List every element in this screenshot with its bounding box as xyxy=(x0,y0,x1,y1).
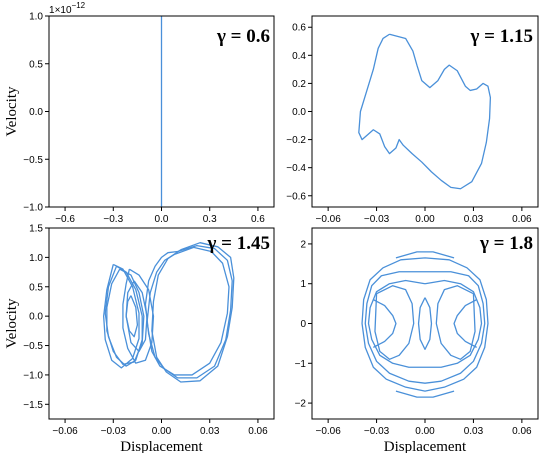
x-tick-label: 0.3 xyxy=(203,214,217,225)
y-tick-label: −0.2 xyxy=(286,135,306,146)
chart-panel-4: −0.06 −0.03 0.00 0.03 0.06 −2 −1 0 1 2 γ = 1.8 Disp… xyxy=(295,227,539,453)
x-axis-label: Displacement xyxy=(384,439,467,453)
trajectory-line-5 xyxy=(374,285,415,360)
x-axis-label: Displacement xyxy=(120,439,203,453)
y-tick-label: 0.0 xyxy=(29,107,43,118)
y-tick-label: 0.5 xyxy=(29,282,43,293)
y-tick-label: −2 xyxy=(295,399,307,410)
x-tick-label: −0.06 xyxy=(315,214,341,225)
series-group xyxy=(102,242,235,383)
y-tick-label: 1.0 xyxy=(29,12,43,23)
x-tick-label: 0.03 xyxy=(200,426,220,437)
axes-frame xyxy=(311,227,539,420)
y-tick-label: 0.2 xyxy=(292,79,306,90)
x-tick-label: 0.03 xyxy=(464,426,484,437)
panel-title: γ = 1.8 xyxy=(479,233,533,254)
y-tick-label: 0.0 xyxy=(29,312,43,323)
trajectory-line-7 xyxy=(435,285,476,360)
panel-title: γ = 1.15 xyxy=(470,26,533,47)
y-tick-label: −0.6 xyxy=(286,191,306,202)
y-tick-label: 1.0 xyxy=(29,253,43,264)
x-tick-label: −0.03 xyxy=(364,426,390,437)
trajectory-line-3 xyxy=(367,279,483,368)
x-tick-label: 0.0 xyxy=(155,214,169,225)
x-tick-label: −0.03 xyxy=(364,214,390,225)
y-tick-label: 0.5 xyxy=(29,59,43,70)
trajectory-line-9 xyxy=(125,295,139,338)
panel-title: γ = 1.45 xyxy=(207,233,270,254)
trajectory-line-3 xyxy=(151,242,235,383)
trajectory-line-4 xyxy=(373,299,397,348)
y-axis-label: Velocity xyxy=(4,298,20,348)
trajectory-line-2 xyxy=(364,271,486,384)
y-tick-label: 0.4 xyxy=(292,51,306,62)
y-tick-label: 1.5 xyxy=(29,224,43,235)
x-tick-label: 0.06 xyxy=(512,426,532,437)
x-tick-label: 0.06 xyxy=(248,426,268,437)
y-tick-label: 0 xyxy=(300,319,306,330)
trajectory-line-6 xyxy=(453,299,477,348)
y-tick-label: −0.5 xyxy=(23,341,43,352)
x-tick-label: −0.06 xyxy=(315,426,341,437)
x-tick-label: 0.00 xyxy=(415,426,435,437)
trajectory-line-8 xyxy=(125,280,148,353)
y-tick-label: 1 xyxy=(300,279,306,290)
x-tick-label: −0.06 xyxy=(52,426,78,437)
chart-panel-1: −0.6 −0.3 0.0 0.3 0.6 −1.0 −0.5 0.0 0.5 1.0 1×10−1… xyxy=(4,1,275,225)
series-group xyxy=(361,251,489,398)
y-tick-label: 0.6 xyxy=(292,23,306,34)
trajectory-line-8 xyxy=(417,297,433,351)
x-tick-label: −0.03 xyxy=(101,426,127,437)
series-group xyxy=(358,33,492,190)
y-tick-label: −0.5 xyxy=(23,155,43,166)
y-tick-label: 0.0 xyxy=(292,107,306,118)
trajectory-line-2 xyxy=(146,246,230,376)
y-tick-label: −0.4 xyxy=(286,163,306,174)
y-tick-label: −1.0 xyxy=(23,370,43,381)
y-tick-label: −1.5 xyxy=(23,400,43,411)
trajectory-line-1 xyxy=(361,257,489,392)
y-axis-label: Velocity xyxy=(4,86,20,136)
trajectory-line-10 xyxy=(395,390,455,398)
trajectory-line-1 xyxy=(144,244,233,379)
x-tick-label: 0.03 xyxy=(464,214,484,225)
y-offset-label: 1×10−12 xyxy=(49,1,86,16)
x-tick-label: 0.6 xyxy=(251,214,265,225)
trajectory-line-1 xyxy=(358,33,492,190)
trajectory-line-7 xyxy=(122,268,155,364)
chart-panel-2: −0.06 −0.03 0.00 0.03 0.06 −0.6 −0.4 −0.2 0.0 0.2… xyxy=(286,15,539,225)
panel-title: γ = 0.6 xyxy=(216,26,270,47)
trajectory-line-6 xyxy=(102,263,140,369)
trajectory-line-9 xyxy=(395,251,455,259)
y-tick-label: −1.0 xyxy=(23,203,43,214)
x-tick-label: 0.00 xyxy=(415,214,435,225)
x-tick-label: 0.06 xyxy=(512,214,532,225)
x-tick-label: −0.6 xyxy=(55,214,75,225)
chart-panel-3: −0.06 −0.03 0.00 0.03 0.06 −1.5 −1.0 −0.5 0.0 0.5… xyxy=(4,224,275,453)
trajectory-line-5 xyxy=(106,268,145,365)
x-tick-label: 0.00 xyxy=(152,426,172,437)
y-tick-label: 2 xyxy=(300,239,306,250)
y-tick-label: −1 xyxy=(295,359,307,370)
x-tick-label: −0.3 xyxy=(103,214,123,225)
